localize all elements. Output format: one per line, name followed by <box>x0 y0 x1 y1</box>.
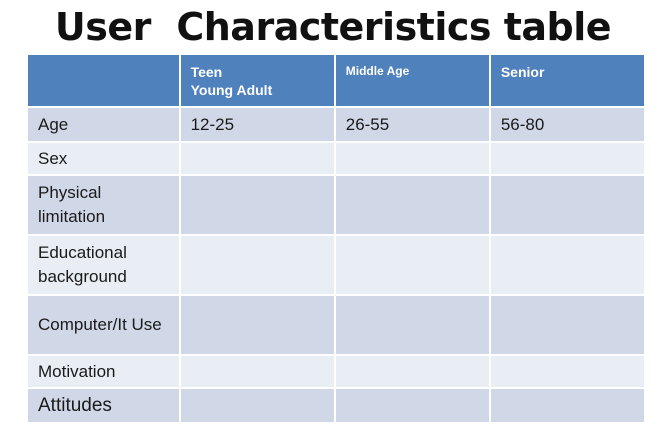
row-label-sex: Sex <box>28 143 179 174</box>
cell-sex-senior <box>490 143 644 174</box>
cell-sex-middle <box>335 143 489 174</box>
header-cell-empty <box>28 55 179 106</box>
header-senior: Senior <box>490 55 644 106</box>
cell-motivation-teen <box>180 356 334 387</box>
cell-physical-middle <box>335 176 489 234</box>
table-header-row: Teen Young Adult Middle Age Senior <box>28 55 644 106</box>
table-row-motivation: Motivation <box>28 356 644 387</box>
cell-age-teen: 12-25 <box>180 108 334 141</box>
row-label-educational-background: Educational background <box>28 236 179 294</box>
row-label-age: Age <box>28 108 179 141</box>
cell-attitudes-teen <box>180 389 334 422</box>
cell-attitudes-senior <box>490 389 644 422</box>
cell-physical-senior <box>490 176 644 234</box>
table-row-physical-limitation: Physical limitation <box>28 176 644 234</box>
cell-sex-teen <box>180 143 334 174</box>
cell-age-senior: 56-80 <box>490 108 644 141</box>
cell-education-middle <box>335 236 489 294</box>
user-characteristics-table: Teen Young Adult Middle Age Senior Age 1… <box>26 53 646 424</box>
table-row-attitudes: Attitudes <box>28 389 644 422</box>
cell-age-middle: 26-55 <box>335 108 489 141</box>
row-label-computer-it-use: Computer/It Use <box>28 296 179 354</box>
header-middle-age: Middle Age <box>335 55 489 106</box>
row-label-physical-limitation: Physical limitation <box>28 176 179 234</box>
cell-motivation-middle <box>335 356 489 387</box>
cell-education-senior <box>490 236 644 294</box>
cell-physical-teen <box>180 176 334 234</box>
row-label-motivation: Motivation <box>28 356 179 387</box>
cell-computer-middle <box>335 296 489 354</box>
table-row-computer-it-use: Computer/It Use <box>28 296 644 354</box>
row-label-attitudes: Attitudes <box>28 389 179 422</box>
table-row-sex: Sex <box>28 143 644 174</box>
header-teen-young-adult: Teen Young Adult <box>180 55 334 106</box>
table-row-educational-background: Educational background <box>28 236 644 294</box>
cell-computer-senior <box>490 296 644 354</box>
cell-education-teen <box>180 236 334 294</box>
cell-motivation-senior <box>490 356 644 387</box>
cell-attitudes-middle <box>335 389 489 422</box>
slide-title: User Characteristics table <box>54 5 612 49</box>
cell-computer-teen <box>180 296 334 354</box>
table-row-age: Age 12-25 26-55 56-80 <box>28 108 644 141</box>
